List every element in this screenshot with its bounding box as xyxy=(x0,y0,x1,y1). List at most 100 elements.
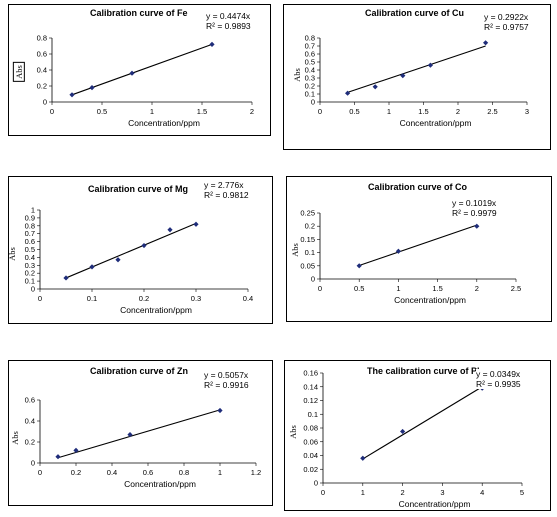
x-tick-label: 0 xyxy=(318,284,322,293)
y-tick-label: 0.08 xyxy=(303,424,318,433)
y-tick-label: 0.2 xyxy=(37,82,47,91)
x-tick-label: 3 xyxy=(525,107,529,116)
y-tick-label: 0 xyxy=(31,285,35,294)
x-axis-label: Concentration/ppm xyxy=(399,118,472,128)
x-tick-label: 1 xyxy=(150,107,154,116)
data-point xyxy=(345,90,351,96)
data-point xyxy=(115,257,121,263)
r-squared-text: R² = 0.9916 xyxy=(204,380,249,390)
r-squared-text: R² = 0.9935 xyxy=(476,379,521,389)
equation-text: y = 0.5057x xyxy=(204,370,249,380)
y-tick-label: 0.4 xyxy=(25,417,35,426)
x-tick-label: 2 xyxy=(401,488,405,497)
y-tick-label: 0.2 xyxy=(25,269,35,278)
y-tick-label: 0.3 xyxy=(305,74,315,83)
x-tick-label: 0.2 xyxy=(139,294,149,303)
y-tick-label: 0.9 xyxy=(25,213,35,222)
y-tick-label: 0 xyxy=(31,459,35,468)
data-point xyxy=(395,248,401,254)
y-tick-label: 0.12 xyxy=(303,396,318,405)
x-tick-label: 1.5 xyxy=(418,107,428,116)
x-tick-label: 0 xyxy=(38,294,42,303)
y-tick-label: 0.4 xyxy=(37,66,47,75)
y-tick-label: 0.7 xyxy=(25,229,35,238)
x-tick-label: 0.6 xyxy=(143,468,153,477)
trendline-equation: y = 2.776x R² = 0.9812 xyxy=(204,180,249,200)
y-tick-label: 0.8 xyxy=(305,34,315,43)
y-tick-label: 0.04 xyxy=(303,451,318,460)
x-tick-label: 0 xyxy=(318,107,322,116)
x-axis-label: Concentration/ppm xyxy=(398,499,471,509)
x-tick-label: 0.8 xyxy=(179,468,189,477)
y-tick-label: 0.2 xyxy=(305,82,315,91)
y-tick-label: 0.5 xyxy=(25,245,35,254)
x-tick-label: 1 xyxy=(396,284,400,293)
r-squared-text: R² = 0.9979 xyxy=(452,208,497,218)
x-tick-label: 0.5 xyxy=(97,107,107,116)
y-tick-label: 0 xyxy=(314,479,318,488)
x-tick-label: 3 xyxy=(440,488,444,497)
data-point xyxy=(400,73,406,79)
data-point xyxy=(63,275,69,281)
x-tick-label: 0 xyxy=(321,488,325,497)
trendline-equation: y = 0.5057x R² = 0.9916 xyxy=(204,370,249,390)
trendline-equation: y = 0.0349x R² = 0.9935 xyxy=(476,369,521,389)
x-tick-label: 2 xyxy=(456,107,460,116)
y-tick-label: 0.06 xyxy=(303,437,318,446)
equation-text: y = 0.0349x xyxy=(476,369,521,379)
x-tick-label: 0.5 xyxy=(349,107,359,116)
trendline xyxy=(359,224,477,267)
data-point xyxy=(400,428,406,435)
y-tick-label: 0.3 xyxy=(25,261,35,270)
data-point xyxy=(73,447,79,453)
chart-title: Calibration curve of Zn xyxy=(90,366,189,376)
y-tick-label: 0.05 xyxy=(300,261,315,270)
y-tick-label: 0.2 xyxy=(305,222,315,231)
equation-text: y = 0.2922x xyxy=(484,12,529,22)
data-point xyxy=(193,221,199,227)
chart-panel-3 xyxy=(286,176,552,322)
x-tick-label: 5 xyxy=(520,488,524,497)
chart-title: Calibration curve of Cu xyxy=(365,8,465,18)
x-tick-label: 2 xyxy=(250,107,254,116)
x-tick-label: 2.5 xyxy=(511,284,521,293)
y-axis-label: Abs xyxy=(287,425,298,439)
y-tick-label: 0.1 xyxy=(308,410,318,419)
data-point xyxy=(372,84,378,90)
trendline-equation: y = 0.1019x R² = 0.9979 xyxy=(452,198,497,218)
r-squared-text: R² = 0.9812 xyxy=(204,190,249,200)
y-tick-label: 0.1 xyxy=(305,248,315,257)
data-point xyxy=(55,454,61,460)
x-tick-label: 2 xyxy=(475,284,479,293)
x-tick-label: 1.5 xyxy=(432,284,442,293)
y-tick-label: 0.14 xyxy=(303,382,318,391)
x-tick-label: 4 xyxy=(480,488,484,497)
trendline xyxy=(57,409,221,459)
data-point xyxy=(474,223,480,229)
trendline-equation: y = 0.2922x R² = 0.9757 xyxy=(484,12,529,32)
x-tick-label: 1.2 xyxy=(251,468,261,477)
data-point xyxy=(209,41,215,47)
y-tick-label: 0.4 xyxy=(305,66,315,75)
data-point xyxy=(129,70,135,76)
x-tick-label: 0.4 xyxy=(107,468,117,477)
trendline xyxy=(362,386,483,460)
data-point xyxy=(69,92,75,98)
x-axis-label: Concentration/ppm xyxy=(128,118,200,128)
r-squared-text: R² = 0.9893 xyxy=(206,21,251,31)
x-tick-label: 0.4 xyxy=(243,294,253,303)
x-tick-label: 1 xyxy=(218,468,222,477)
y-tick-label: 1 xyxy=(31,206,35,215)
y-tick-label: 0.8 xyxy=(37,34,47,43)
r-squared-text: R² = 0.9757 xyxy=(484,22,529,32)
y-tick-label: 0 xyxy=(311,98,315,107)
y-tick-label: 0.1 xyxy=(25,277,35,286)
x-axis-label: Concentration/ppm xyxy=(394,295,466,305)
x-tick-label: 0 xyxy=(50,107,54,116)
data-point xyxy=(127,432,133,438)
chart-title: Calibration curve of Mg xyxy=(88,184,189,194)
